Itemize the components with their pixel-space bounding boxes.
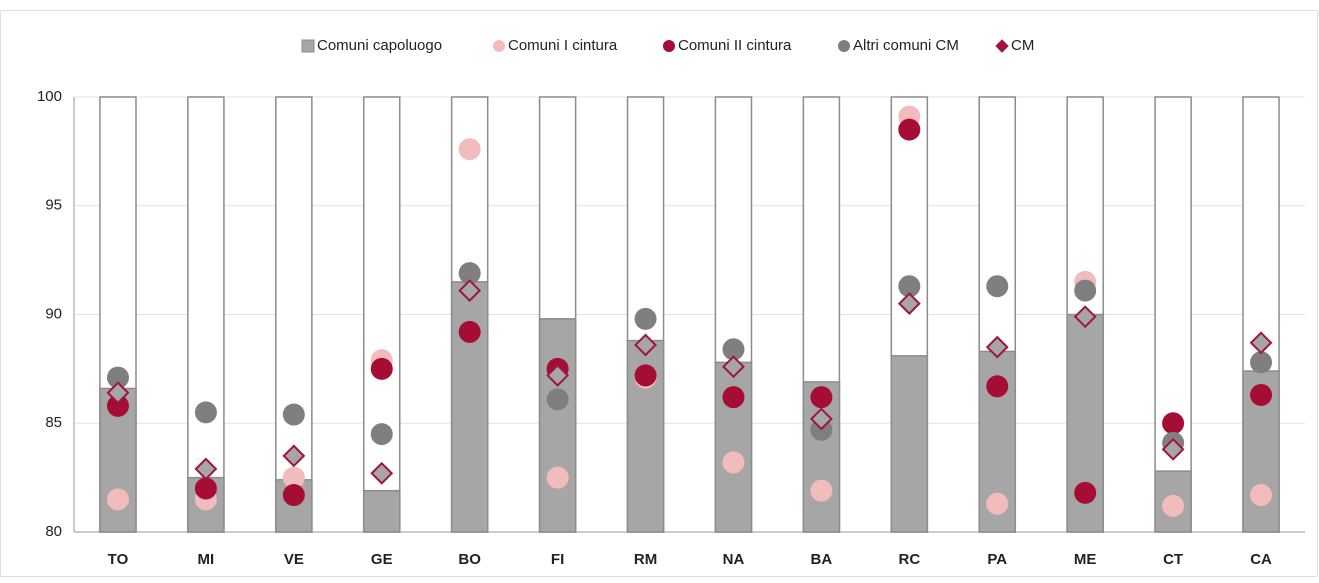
diamond-point: [106, 381, 130, 405]
point: [546, 388, 569, 411]
y-tick-label: 95: [45, 197, 62, 214]
point: [634, 364, 657, 387]
x-tick-label: FI: [551, 551, 564, 568]
diamond-point: [282, 444, 306, 468]
point: [898, 275, 921, 298]
x-tick-label: CT: [1163, 551, 1183, 568]
x-tick-label: PA: [987, 551, 1007, 568]
legend-swatch: [301, 39, 315, 53]
point: [546, 466, 569, 489]
point: [986, 375, 1009, 398]
point: [370, 357, 393, 380]
bar: [890, 355, 929, 533]
point: [1162, 494, 1185, 517]
legend-swatch: [995, 39, 1009, 53]
diamond-point: [897, 292, 921, 316]
point: [1250, 484, 1273, 507]
point: [282, 403, 305, 426]
point: [1074, 279, 1097, 302]
point: [810, 479, 833, 502]
x-tick-label: MI: [198, 551, 215, 568]
diamond-point: [546, 363, 570, 387]
bar: [450, 281, 489, 533]
point: [106, 366, 129, 389]
diamond-point: [1073, 305, 1097, 329]
point: [282, 466, 305, 489]
diamond-point: [1161, 437, 1185, 461]
x-tick-label: RM: [634, 551, 657, 568]
legend-label: Comuni II cintura: [678, 37, 792, 54]
diamond-point: [458, 279, 482, 302]
point: [722, 338, 745, 361]
x-tick-label: RC: [898, 551, 920, 568]
point: [194, 477, 217, 500]
point: [810, 386, 833, 409]
bar-background: [1154, 96, 1192, 533]
x-tick-label: VE: [284, 551, 304, 568]
point: [1162, 412, 1185, 435]
diamond-point: [809, 407, 833, 431]
x-tick-label: CA: [1250, 551, 1272, 568]
legend-swatch: [493, 40, 505, 52]
x-tick-label: BO: [458, 551, 481, 568]
point: [986, 275, 1009, 298]
bar: [362, 489, 401, 533]
y-tick-label: 80: [45, 523, 62, 540]
bar-background: [362, 96, 401, 533]
diamond-point: [194, 457, 218, 481]
x-tick-label: ME: [1074, 551, 1097, 568]
legend-label: CM: [1011, 37, 1034, 54]
point: [458, 320, 481, 343]
point: [722, 386, 745, 409]
diamond-point: [985, 335, 1009, 359]
point: [1250, 383, 1273, 406]
legend-label: Comuni I cintura: [508, 37, 618, 54]
x-tick-label: BA: [811, 551, 833, 568]
point: [194, 401, 217, 424]
diamond-point: [1249, 331, 1273, 355]
point: [986, 492, 1009, 515]
diamond-point: [722, 355, 745, 379]
diamond-point: [634, 333, 657, 357]
point: [106, 394, 129, 417]
legend-swatch: [663, 40, 675, 52]
y-tick-label: 90: [45, 305, 62, 322]
x-tick-label: GE: [371, 551, 393, 568]
legend-label: Altri comuni CM: [853, 37, 959, 54]
x-tick-label: NA: [723, 551, 745, 568]
diamond-point: [370, 461, 394, 485]
point: [458, 138, 481, 161]
point: [634, 307, 657, 330]
point: [722, 451, 745, 474]
point: [282, 484, 305, 507]
x-tick-label: TO: [108, 551, 129, 568]
point: [106, 488, 129, 511]
point: [1250, 351, 1273, 374]
point: [458, 262, 481, 285]
point: [898, 118, 921, 141]
point: [370, 423, 393, 446]
legend-swatch: [838, 40, 850, 52]
legend-label: Comuni capoluogo: [317, 37, 442, 54]
point: [1074, 481, 1097, 504]
y-tick-label: 85: [45, 414, 62, 431]
bar: [538, 318, 577, 533]
y-tick-label: 100: [37, 88, 62, 105]
